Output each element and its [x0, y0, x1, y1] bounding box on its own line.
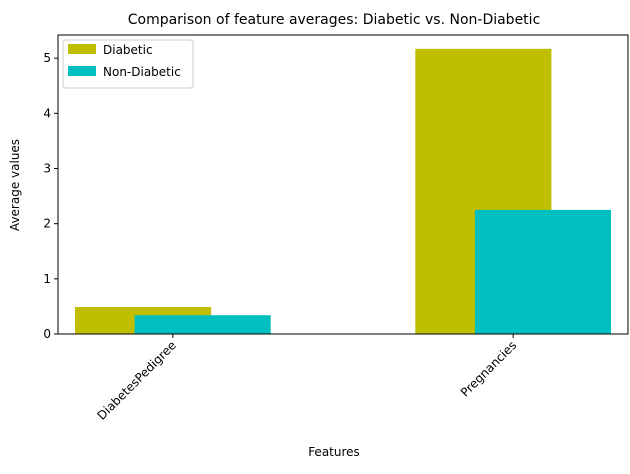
y-tick-label: 4	[43, 106, 51, 120]
legend-label: Non-Diabetic	[103, 65, 181, 79]
legend-label: Diabetic	[103, 43, 153, 57]
y-tick-label: 0	[43, 327, 51, 341]
y-axis-ticks: 0 1 2 3 4 5	[43, 51, 58, 341]
bars-layer	[75, 48, 611, 335]
legend: Diabetic Non-Diabetic	[62, 39, 194, 89]
y-tick-label: 5	[43, 51, 51, 65]
bar-non-diabetic-0	[134, 315, 271, 334]
legend-swatch	[68, 66, 96, 76]
y-axis-label: Average values	[8, 139, 22, 231]
y-tick-label: 3	[43, 162, 51, 176]
legend-swatch	[68, 44, 96, 54]
plot-area-frame	[57, 34, 629, 335]
x-axis-label: Features	[308, 445, 360, 459]
y-tick-label: 1	[43, 272, 51, 286]
bar-non-diabetic-1	[474, 209, 611, 334]
chart-title: Comparison of feature averages: Diabetic…	[128, 12, 541, 28]
y-tick-label: 2	[43, 217, 51, 231]
